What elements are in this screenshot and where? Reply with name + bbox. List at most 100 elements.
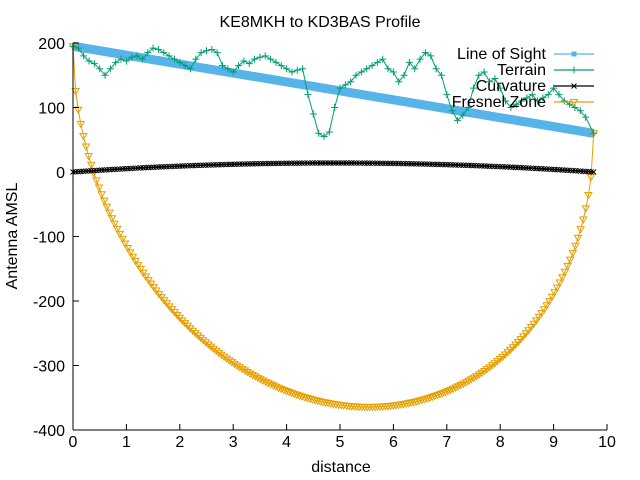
terrain-point [373, 58, 381, 66]
fresnel-zone-point [209, 345, 218, 354]
fresnel-zone-point [563, 262, 572, 271]
series-curvature [70, 160, 597, 175]
curvature-point [338, 160, 344, 166]
fresnel-zone-point [203, 341, 213, 349]
terrain-point [480, 68, 488, 76]
fresnel-zone-point [196, 334, 205, 343]
curvature-point [307, 160, 313, 166]
terrain-point [491, 74, 499, 82]
fresnel-zone-point [71, 87, 80, 96]
fresnel-zone-point [584, 191, 593, 200]
fresnel-zone-point [201, 339, 211, 347]
curvature-point [348, 160, 355, 166]
fresnel-zone-point [297, 393, 307, 401]
terrain-point [357, 68, 365, 76]
y-tick-label: -200 [33, 294, 65, 311]
terrain-point [96, 65, 104, 73]
terrain-point [464, 104, 472, 111]
terrain-point [85, 57, 93, 65]
fresnel-zone-point [558, 274, 567, 282]
x-tick-label: 10 [598, 434, 616, 451]
curvature-point [322, 160, 329, 166]
terrain-point [571, 104, 579, 111]
terrain-point [213, 49, 221, 57]
terrain-point [459, 111, 467, 119]
terrain-point [518, 97, 526, 105]
x-tick-label: 4 [282, 434, 291, 451]
terrain-point [448, 107, 456, 115]
fresnel-zone-point [518, 333, 528, 341]
fresnel-zone-point [112, 225, 122, 234]
terrain-point [523, 94, 531, 102]
legend-marker [571, 51, 577, 57]
terrain-point [74, 44, 82, 52]
fresnel-zone-point [214, 349, 224, 358]
terrain-point [208, 45, 216, 53]
terrain-point [544, 91, 552, 99]
terrain-point [384, 65, 392, 73]
terrain-point [181, 62, 189, 70]
fresnel-zone-point [555, 279, 565, 288]
fresnel-zone-point [565, 256, 575, 265]
fresnel-zone-point [308, 396, 317, 404]
x-tick-label: 9 [549, 434, 558, 451]
terrain-point [154, 45, 162, 53]
fresnel-zone-point [222, 355, 231, 363]
terrain-point [165, 52, 173, 60]
legend-entry: Fresnel Zone [452, 94, 594, 111]
terrain-point [176, 58, 184, 66]
fresnel-zone-point [193, 332, 203, 340]
fresnel-zone-point [120, 240, 130, 248]
curvature-point [335, 160, 342, 166]
fresnel-zone-point [128, 253, 138, 262]
x-tick-label: 0 [69, 434, 78, 451]
terrain-point [240, 57, 248, 65]
curvature-point [361, 160, 368, 166]
fresnel-zone-point [576, 226, 586, 234]
terrain-point [555, 91, 563, 99]
legend-marker [571, 83, 577, 89]
terrain-point [347, 78, 355, 86]
fresnel-zone-point [99, 197, 109, 206]
terrain-point [197, 49, 205, 57]
x-tick-label: 8 [496, 434, 505, 451]
axes: 0 1 2 3 4 5 6 7 8 9 10 200 100 0 -100 -200 -300 -400 [33, 36, 616, 451]
fresnel-zone-point [131, 257, 140, 266]
terrain-point [411, 65, 419, 73]
terrain-point [149, 44, 157, 52]
fresnel-zone-point [318, 398, 328, 407]
fresnel-zone-point [310, 397, 320, 405]
fresnel-zone-point [305, 395, 315, 404]
terrain-point [309, 110, 317, 118]
fresnel-zone-point [123, 244, 133, 253]
terrain-point [368, 62, 376, 70]
x-tick-label: 3 [229, 434, 238, 451]
curvature-point [327, 160, 334, 166]
terrain-point [283, 65, 291, 73]
y-tick-label: -300 [33, 359, 65, 376]
curvature-point [346, 160, 352, 166]
fresnel-zone-point [526, 324, 536, 332]
legend-label: Fresnel Zone [452, 94, 546, 111]
terrain-point [251, 55, 259, 63]
fresnel-zone-point [586, 174, 596, 182]
terrain-point [112, 58, 120, 66]
terrain-point [203, 47, 210, 55]
fresnel-zone-point [508, 344, 518, 352]
fresnel-zone-point [511, 341, 520, 350]
terrain-line [72, 45, 595, 138]
y-tick-label: -400 [33, 423, 65, 440]
curvature-point [296, 160, 303, 166]
terrain-point [437, 71, 445, 79]
terrain-point [144, 49, 152, 57]
terrain-point [507, 104, 515, 111]
fresnel-zone-point [313, 397, 323, 406]
fresnel-zone-point [573, 234, 583, 243]
plot-area [68, 41, 599, 412]
fresnel-zone-point [107, 215, 117, 223]
curvature-point [590, 169, 597, 175]
fresnel-zone-point [125, 249, 135, 257]
fresnel-zone-point [547, 293, 557, 302]
fresnel-zone-point [79, 132, 88, 141]
